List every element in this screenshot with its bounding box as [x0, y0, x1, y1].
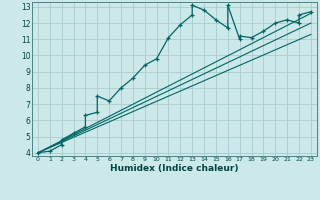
X-axis label: Humidex (Indice chaleur): Humidex (Indice chaleur) [110, 164, 239, 173]
